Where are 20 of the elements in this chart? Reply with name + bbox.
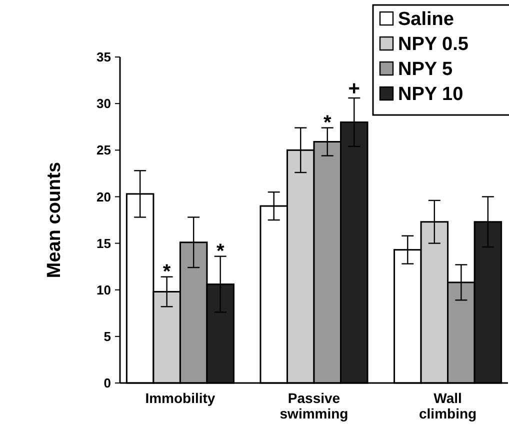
y-tick-label: 5 <box>104 328 111 344</box>
y-tick-label: 10 <box>96 282 111 298</box>
y-tick-label: 35 <box>96 50 111 65</box>
x-tick-label: Immobility <box>145 390 216 406</box>
y-tick-label: 30 <box>96 96 111 112</box>
annotation: + <box>348 78 360 100</box>
legend-label: NPY 0.5 <box>398 34 469 56</box>
legend-label: Saline <box>398 9 454 30</box>
legend-label: NPY 5 <box>398 59 453 80</box>
annotation: * <box>323 112 332 134</box>
annotation: * <box>216 240 224 262</box>
x-tick-label: Wall climbing <box>419 390 477 422</box>
y-tick-label: 0 <box>104 376 111 391</box>
legend-label: NPY 10 <box>398 84 464 106</box>
x-tick-label: Passive swimming <box>280 390 348 422</box>
y-tick-label: 25 <box>96 142 111 158</box>
annotation: * <box>162 260 171 283</box>
y-axis-title: Mean counts <box>44 162 65 278</box>
y-tick-label: 20 <box>96 189 111 204</box>
y-tick-label: 15 <box>96 236 111 251</box>
